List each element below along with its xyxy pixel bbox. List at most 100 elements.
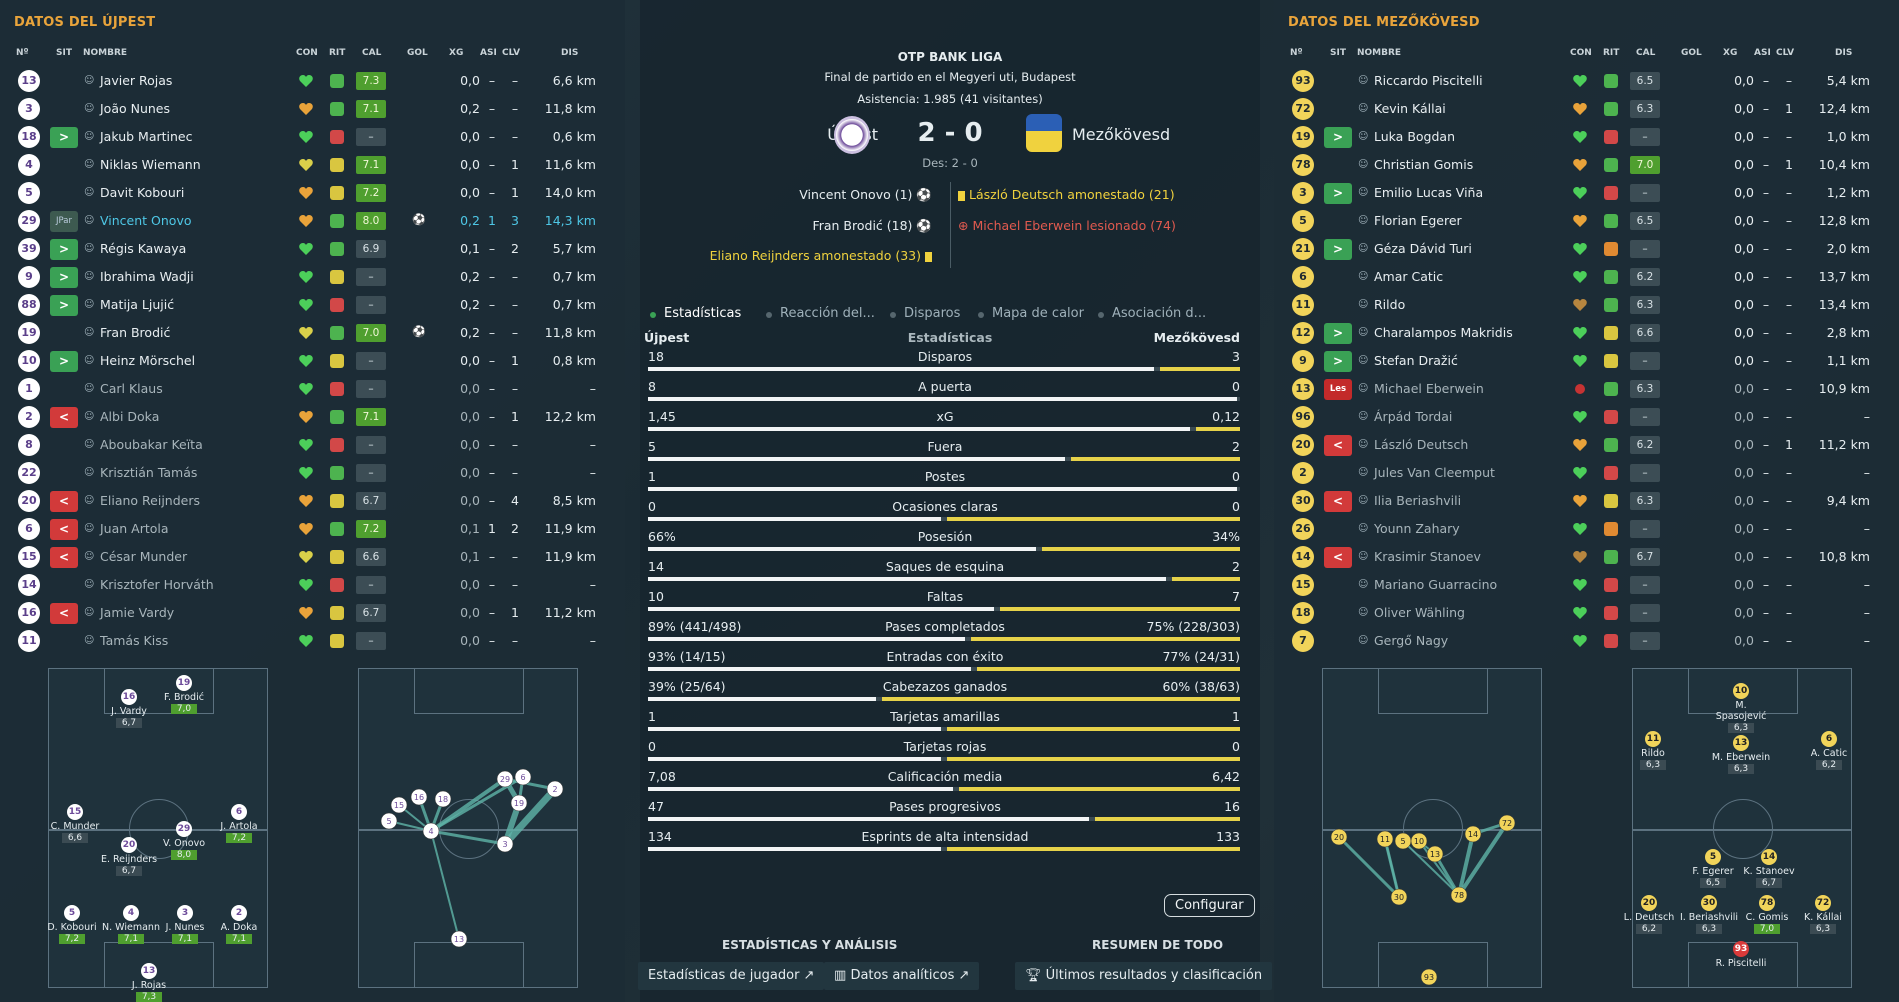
player-name[interactable]: Krasimir Stanoev xyxy=(1374,549,1481,564)
player-row[interactable]: 88 > ☺ Matija Ljujić –0,2– –0,7 km xyxy=(8,292,608,320)
player-row[interactable]: 3 > ☺ Emilio Lucas Viña –0,0– –1,2 km xyxy=(1282,180,1882,208)
pass-node[interactable]: 15 xyxy=(390,796,408,814)
formation-player[interactable]: 6 J. Artola 7,2 xyxy=(209,804,269,843)
pass-node[interactable]: 93 xyxy=(1420,968,1438,986)
player-row[interactable]: 1 ☺ Carl Klaus –0,0– – – xyxy=(8,376,608,404)
player-row[interactable]: 20 < ☺ Eliano Reijnders 6.7 0,0–4 8,5 km xyxy=(8,488,608,516)
player-name[interactable]: László Deutsch xyxy=(1374,437,1469,452)
player-name[interactable]: Davit Kobouri xyxy=(100,185,185,200)
event-yellow-home[interactable]: Eliano Reijnders amonestado (33) xyxy=(710,248,932,263)
formation-player[interactable]: 5 F. Egerer 6,5 xyxy=(1683,849,1743,888)
col-name[interactable]: NOMBRE xyxy=(83,48,128,58)
player-name[interactable]: Luka Bogdan xyxy=(1374,129,1455,144)
pass-node[interactable]: 72 xyxy=(1498,814,1516,832)
player-name[interactable]: Aboubakar Keïta xyxy=(100,437,203,452)
player-row[interactable]: 18 > ☺ Jakub Martinec –0,0– –0,6 km xyxy=(8,124,608,152)
col-sit[interactable]: SIT xyxy=(56,48,72,58)
pass-node[interactable]: 5 xyxy=(1394,832,1412,850)
pass-node[interactable]: 13 xyxy=(450,930,468,948)
player-row[interactable]: 12 > ☺ Charalampos Makridis 6.6 0,0– –2,8 km xyxy=(1282,320,1882,348)
player-row[interactable]: 93 ☺ Riccardo Piscitelli 6.5 0,0– –5,4 km xyxy=(1282,68,1882,96)
player-row[interactable]: 20 < ☺ László Deutsch 6.2 0,0–1 11,2 km xyxy=(1282,432,1882,460)
player-row[interactable]: 29 JPar ☺ Vincent Onovo 8.0 ⚽ 0,2 1 3 14,3 km xyxy=(8,208,608,236)
player-row[interactable]: 4 ☺ Niklas Wiemann 7.1 0,0–1 11,6 km xyxy=(8,152,608,180)
away-crest-icon[interactable] xyxy=(1026,114,1062,152)
player-name[interactable]: Krisztián Tamás xyxy=(100,465,198,480)
player-row[interactable]: 6 < ☺ Juan Artola 7.2 0,1 1 2 11,9 km xyxy=(8,516,608,544)
player-row[interactable]: 5 ☺ Davit Kobouri 7.2 0,0–1 14,0 km xyxy=(8,180,608,208)
player-name[interactable]: Charalampos Makridis xyxy=(1374,325,1513,340)
col-cal[interactable]: CAL xyxy=(362,48,382,58)
player-name[interactable]: Jules Van Cleemput xyxy=(1374,465,1495,480)
col-gol[interactable]: GOL xyxy=(407,48,428,58)
formation-player[interactable]: 29 V. Onovo 8,0 xyxy=(154,821,214,860)
tab-disparos[interactable]: Disparos xyxy=(904,306,961,321)
analytics-link[interactable]: ▥ Datos analíticos ↗ xyxy=(824,962,980,990)
event-goal-2[interactable]: Fran Brodić (18) ⚽ xyxy=(812,218,932,233)
pass-node[interactable]: 2 xyxy=(546,780,564,798)
player-row[interactable]: 11 ☺ Rildo 6.3 0,0– –13,4 km xyxy=(1282,292,1882,320)
formation-player[interactable]: 14 K. Stanoev 6,7 xyxy=(1739,849,1799,888)
player-name[interactable]: Tamás Kiss xyxy=(100,633,169,648)
col-number[interactable]: Nº xyxy=(1290,48,1303,58)
col-name[interactable]: NOMBRE xyxy=(1357,48,1402,58)
player-row[interactable]: 26 ☺ Younn Zahary –0,0– – – xyxy=(1282,516,1882,544)
player-row[interactable]: 8 ☺ Aboubakar Keïta –0,0– – – xyxy=(8,432,608,460)
player-row[interactable]: 3 ☺ João Nunes 7.1 0,2– –11,8 km xyxy=(8,96,608,124)
pass-node[interactable]: 29 xyxy=(496,770,514,788)
pass-node[interactable]: 6 xyxy=(514,768,532,786)
formation-player[interactable]: 93 R. Piscitelli xyxy=(1711,941,1771,969)
formation-player[interactable]: 10 M. Spasojević 6,3 xyxy=(1711,683,1771,733)
col-number[interactable]: Nº xyxy=(16,48,29,58)
player-name[interactable]: Ilia Beriashvili xyxy=(1374,493,1462,508)
player-name[interactable]: Emilio Lucas Viña xyxy=(1374,185,1484,200)
player-row[interactable]: 72 ☺ Kevin Kállai 6.3 0,0–1 12,4 km xyxy=(1282,96,1882,124)
player-row[interactable]: 19 > ☺ Luka Bogdan –0,0– –1,0 km xyxy=(1282,124,1882,152)
pass-node[interactable]: 16 xyxy=(410,788,428,806)
player-row[interactable]: 21 > ☺ Géza Dávid Turi –0,0– –2,0 km xyxy=(1282,236,1882,264)
player-row[interactable]: 19 ☺ Fran Brodić 7.0 ⚽ 0,2– –11,8 km xyxy=(8,320,608,348)
player-name[interactable]: Florian Egerer xyxy=(1374,213,1462,228)
formation-player[interactable]: 20 L. Deutsch 6,2 xyxy=(1619,895,1679,934)
pass-node[interactable]: 13 xyxy=(1426,845,1444,863)
player-row[interactable]: 14 < ☺ Krasimir Stanoev 6.7 0,0– –10,8 km xyxy=(1282,544,1882,572)
player-name[interactable]: Kevin Kállai xyxy=(1374,101,1446,116)
col-con[interactable]: CON xyxy=(296,48,318,58)
player-row[interactable]: 9 > ☺ Ibrahima Wadji –0,2– –0,7 km xyxy=(8,264,608,292)
player-name[interactable]: Vincent Onovo xyxy=(100,213,192,228)
formation-player[interactable]: 72 K. Kállai 6,3 xyxy=(1793,895,1853,934)
col-dis[interactable]: DIS xyxy=(1835,48,1853,58)
player-name[interactable]: Carl Klaus xyxy=(100,381,163,396)
formation-player[interactable]: 16 J. Vardy 6,7 xyxy=(99,689,159,728)
col-xg[interactable]: XG xyxy=(449,48,464,58)
col-dis[interactable]: DIS xyxy=(561,48,579,58)
player-name[interactable]: Árpád Tordai xyxy=(1374,409,1453,424)
player-row[interactable]: 22 ☺ Krisztián Tamás –0,0– – – xyxy=(8,460,608,488)
player-name[interactable]: Krisztofer Horváth xyxy=(100,577,214,592)
formation-player[interactable]: 15 C. Munder 6,6 xyxy=(45,804,105,843)
pass-node[interactable]: 18 xyxy=(434,790,452,808)
event-goal-1[interactable]: Vincent Onovo (1) ⚽ xyxy=(799,187,932,202)
tab-asociacion[interactable]: Asociación d... xyxy=(1112,306,1207,321)
formation-player[interactable]: 30 I. Beriashvili 6,3 xyxy=(1679,895,1739,934)
pass-node[interactable]: 19 xyxy=(510,794,528,812)
pass-node[interactable]: 11 xyxy=(1376,830,1394,848)
player-name[interactable]: César Munder xyxy=(100,549,188,564)
player-row[interactable]: 15 < ☺ César Munder 6.6 0,1– –11,9 km xyxy=(8,544,608,572)
col-rit[interactable]: RIT xyxy=(1603,48,1620,58)
player-name[interactable]: Juan Artola xyxy=(100,521,169,536)
pass-node[interactable]: 4 xyxy=(422,822,440,840)
player-name[interactable]: Régis Kawaya xyxy=(100,241,187,256)
pass-node[interactable]: 10 xyxy=(1410,832,1428,850)
player-name[interactable]: Jakub Martinec xyxy=(100,129,193,144)
player-name[interactable]: João Nunes xyxy=(100,101,171,116)
player-name[interactable]: Christian Gomis xyxy=(1374,157,1474,172)
player-row[interactable]: 15 ☺ Mariano Guarracino –0,0– – – xyxy=(1282,572,1882,600)
player-name[interactable]: Riccardo Piscitelli xyxy=(1374,73,1483,88)
results-link[interactable]: 🏆︎ Últimos resultados y clasificación xyxy=(1015,962,1273,990)
player-row[interactable]: 10 > ☺ Heinz Mörschel –0,0–1 0,8 km xyxy=(8,348,608,376)
tab-estadisticas[interactable]: Estadísticas xyxy=(664,306,742,321)
formation-player[interactable]: 5 D. Kobouri 7,2 xyxy=(42,905,102,944)
player-name[interactable]: Niklas Wiemann xyxy=(100,157,201,172)
player-row[interactable]: 5 ☺ Florian Egerer 6.5 0,0– –12,8 km xyxy=(1282,208,1882,236)
